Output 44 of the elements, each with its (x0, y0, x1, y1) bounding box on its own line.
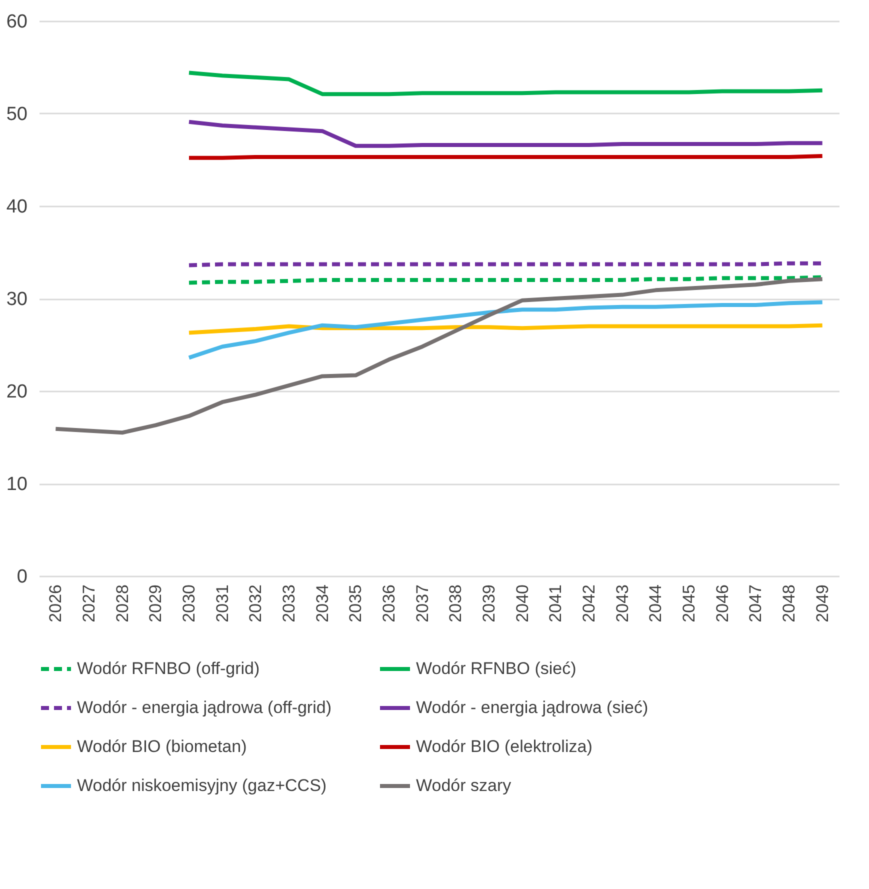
line-series (187, 120, 824, 148)
x-tick-label: 2037 (412, 584, 432, 622)
x-tick-label: 2042 (580, 584, 598, 622)
legend-label: Wodór - energia jądrowa (sieć) (416, 698, 648, 717)
legend-label: Wodór BIO (biometan) (77, 737, 247, 756)
line-series (54, 277, 824, 435)
x-tick-label: 2047 (746, 584, 766, 622)
x-tick-label: 2045 (680, 584, 698, 622)
y-tick-label: 60 (6, 12, 28, 32)
x-tick-label: 2029 (146, 584, 166, 622)
x-tick-label: 2044 (646, 584, 666, 622)
legend-label: Wodór RFNBO (off-grid) (77, 659, 260, 678)
x-tick-label: 2038 (446, 584, 466, 622)
legend-label: Wodór RFNBO (sieć) (416, 659, 576, 678)
x-tick-label: 2036 (380, 584, 398, 622)
legend-label: Wodór - energia jądrowa (off-grid) (77, 698, 332, 717)
x-tick-label: 2040 (512, 584, 532, 622)
legend-label: Wodór szary (416, 776, 512, 795)
x-tick-label: 2035 (346, 584, 366, 622)
x-tick-label: 2049 (812, 584, 832, 622)
line-series (187, 70, 824, 96)
x-tick-label: 2033 (280, 584, 298, 622)
x-tick-label: 2028 (112, 584, 132, 622)
x-tick-label: 2046 (712, 584, 732, 622)
x-tick-label: 2041 (546, 584, 566, 622)
legend-label: Wodór niskoemisyjny (gaz+CCS) (77, 776, 327, 795)
line-series (187, 300, 824, 360)
x-tick-label: 2030 (180, 584, 198, 622)
x-tick-label: 2026 (46, 584, 66, 622)
x-tick-label: 2039 (480, 584, 498, 622)
x-tick-label: 2034 (312, 584, 332, 622)
y-tick-label: 0 (16, 566, 28, 588)
y-tick-label: 30 (6, 289, 28, 310)
line-series (187, 323, 824, 335)
x-tick-label: 2043 (612, 584, 632, 622)
y-tick-label: 20 (6, 382, 28, 402)
y-tick-label: 40 (6, 196, 28, 218)
y-tick-label: 10 (6, 474, 28, 495)
x-tick-label: 2027 (80, 584, 98, 622)
legend-label: Wodór BIO (elektroliza) (416, 737, 592, 756)
x-tick-label: 2048 (780, 584, 798, 622)
x-tick-label: 2031 (212, 584, 232, 622)
y-tick-label: 50 (6, 104, 28, 125)
x-tick-label: 2032 (246, 584, 266, 622)
